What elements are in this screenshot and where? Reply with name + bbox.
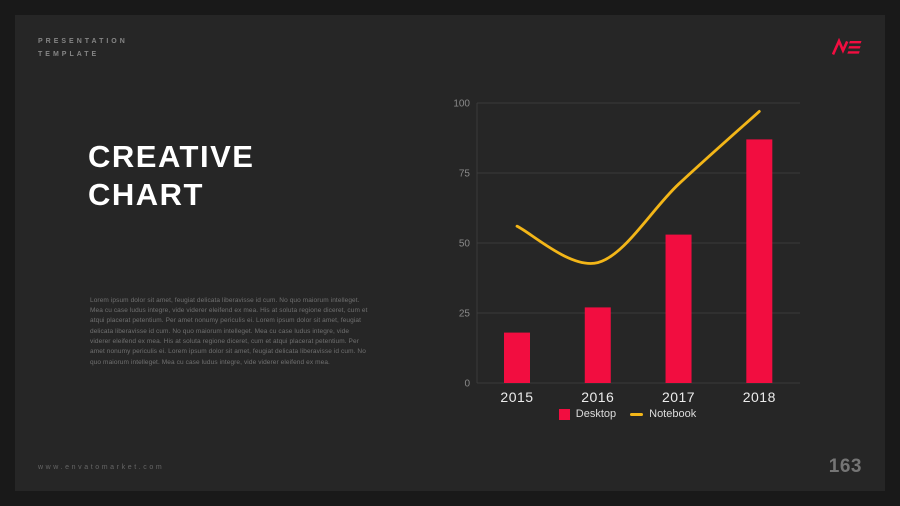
ytick-100: 100: [453, 99, 470, 110]
notebook-swatch-icon: [630, 412, 644, 416]
xtick-2015: 2015: [500, 389, 533, 405]
ytick-50: 50: [459, 239, 471, 250]
page-title-line2: CHART: [88, 177, 204, 212]
page-title: CREATIVE CHART: [88, 138, 254, 214]
kicker-line1: PRESENTATION: [38, 38, 128, 45]
kicker: PRESENTATION TEMPLATE: [38, 36, 128, 61]
bar-2018: [746, 139, 773, 383]
slide-panel: [15, 15, 885, 491]
me-logo-icon: [832, 38, 862, 56]
kicker-line2: TEMPLATE: [38, 50, 100, 58]
legend-label-desktop: Desktop: [575, 408, 617, 420]
body-paragraph: Lorem ipsum dolor sit amet, feugiat deli…: [90, 296, 368, 366]
page-number: 163: [828, 456, 862, 477]
chart-area: 0 25 50 75 100 2015 2016 2017 2018: [440, 88, 860, 418]
chart-legend: Desktop Notebook: [466, 407, 789, 421]
page-title-line1: CREATIVE: [88, 139, 255, 174]
xtick-2018: 2018: [743, 389, 776, 405]
bar-2015: [504, 332, 530, 383]
legend-item-desktop: Desktop: [558, 408, 617, 420]
line-notebook: [515, 110, 761, 265]
xtick-2017: 2017: [662, 389, 695, 405]
legend-item-notebook: Notebook: [630, 408, 696, 420]
ytick-0: 0: [464, 379, 470, 390]
desktop-swatch-icon: [558, 408, 570, 420]
ytick-25: 25: [459, 309, 471, 320]
bar-2017: [665, 234, 692, 383]
chart-canvas: 0 25 50 75 100 2015 2016 2017 2018: [453, 99, 800, 405]
ytick-75: 75: [459, 169, 471, 180]
legend-label-notebook: Notebook: [649, 408, 697, 420]
xtick-2016: 2016: [581, 389, 614, 405]
bar-2016: [584, 307, 611, 383]
footer-url: www.envatomarket.com: [38, 464, 165, 471]
